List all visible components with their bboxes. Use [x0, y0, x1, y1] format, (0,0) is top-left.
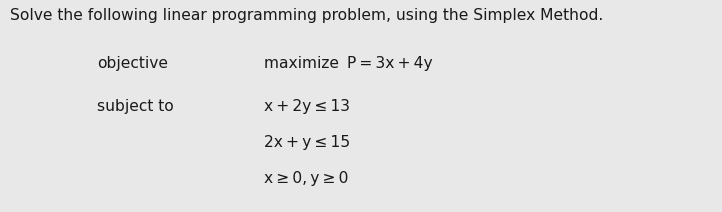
Text: maximize  P = 3x + 4y: maximize P = 3x + 4y	[264, 56, 432, 71]
Text: Solve the following linear programming problem, using the Simplex Method.: Solve the following linear programming p…	[10, 8, 604, 24]
Text: 2x + y ≤ 15: 2x + y ≤ 15	[264, 135, 349, 149]
Text: x + 2y ≤ 13: x + 2y ≤ 13	[264, 99, 349, 113]
Text: objective: objective	[97, 56, 168, 71]
Text: x ≥ 0, y ≥ 0: x ≥ 0, y ≥ 0	[264, 171, 348, 186]
Text: subject to: subject to	[97, 99, 174, 113]
